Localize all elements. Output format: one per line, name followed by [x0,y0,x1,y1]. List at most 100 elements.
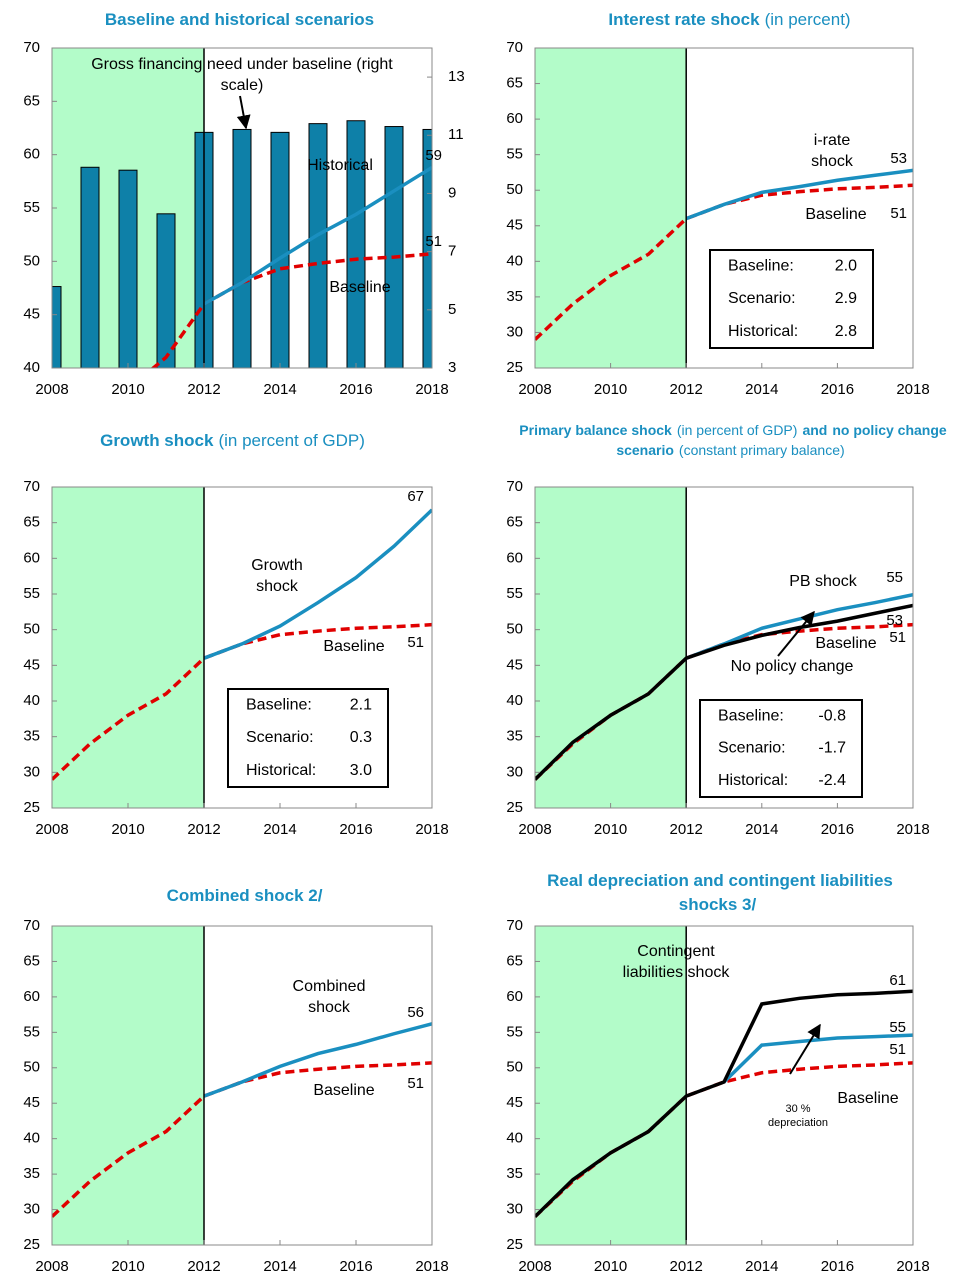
y-tick-label: 40 [23,692,40,709]
title-part: (in percent of GDP) [676,422,798,438]
y-tick-label: 45 [23,306,40,323]
series-line [52,622,432,781]
series-line [203,165,432,306]
y-tick-label: 35 [506,728,523,745]
end-value-label: 55 [889,1019,906,1036]
title-part: Combined shock 2/ [166,886,323,905]
y-tick-label: 50 [23,621,40,638]
x-tick-label: 2012 [670,821,703,838]
y-tick-label: 55 [506,146,523,163]
chart: 25 30 35 40 45 50 55 60 65 70 2008 2010 2012 2014 2016… [506,478,929,838]
x-tick-label: 2012 [670,381,703,398]
x-tick-label: 2016 [821,1258,854,1275]
series-label: Baseline [329,279,391,296]
y-tick-label: 50 [23,252,40,269]
y-tick-label: 30 [506,1201,523,1218]
title-part: no policy change scenario [616,422,947,458]
y-tick-label: 70 [506,478,523,495]
y-tick-label: 60 [23,146,40,163]
box-value: -0.8 [818,707,846,724]
y-tick-label: 40 [506,252,523,269]
x-tick-label: 2010 [594,821,627,838]
bar [118,169,138,368]
series-label: i-rate shock [811,132,853,170]
bar [270,131,290,368]
x-tick-label: 2018 [896,1258,929,1275]
box-label: Baseline: [246,697,312,714]
y-tick-label: 60 [506,110,523,127]
bar [52,286,62,368]
bar [156,213,176,368]
x-tick-label: 2010 [111,821,144,838]
y-tick-label: 35 [506,288,523,305]
x-tick-label: 2012 [187,381,220,398]
end-value-label: 53 [890,150,907,167]
chart-title: Baseline and historical scenarios [22,8,462,32]
y-tick-label: 55 [506,1023,523,1040]
y-tick-label: 30 [506,323,523,340]
box-label: Historical: [728,323,798,340]
y-tick-label: 45 [23,1094,40,1111]
y-tick-label: 55 [506,585,523,602]
stats-box [709,249,874,349]
series-label: Baseline [313,1082,375,1099]
plot-frame [534,486,914,809]
plot-marks [535,989,913,1218]
y-tick-label: 70 [23,917,40,934]
y-tick-label: 70 [506,917,523,934]
y-tick-label: 25 [23,799,40,816]
series-label: Baseline [805,206,867,223]
box-label: Baseline: [718,707,784,724]
y-tick-label: 70 [506,39,523,56]
x-tick-label: 2010 [111,1258,144,1275]
plot-frame [534,47,914,369]
title-part: (in percent of GDP) [218,431,365,450]
series-label: Gross financing need under baseline (rig… [91,56,393,94]
end-value-label: 61 [889,972,906,989]
box-value: -2.4 [818,772,846,789]
box-value: 3.0 [350,762,372,779]
stats-box [699,699,863,798]
plot-marks [535,168,913,341]
chart-title: Real depreciation and contingent liabili… [530,869,910,917]
x-tick-label: 2016 [339,1258,372,1275]
chart: 25 30 35 40 45 50 55 60 65 70 2008 2010 2012 2014 2016… [506,917,929,1275]
y-tick-label: 40 [23,1130,40,1147]
end-value-label: 51 [407,1075,424,1092]
bar [80,166,100,368]
title-part: Growth shock [100,431,214,450]
chart: 25 30 35 40 45 50 55 60 65 70 2008 2010 2012 2014 2016… [506,39,929,398]
x-tick-label: 2018 [415,1258,448,1275]
box-value: 2.1 [350,697,372,714]
y-tick-label: 40 [506,692,523,709]
y-tick-label: 40 [506,1130,523,1147]
title-part: (constant primary balance) [678,441,845,458]
series-label: Historical [307,157,373,174]
y-tick-label: 45 [506,217,523,234]
series-label: 30 % depreciation [768,1103,828,1130]
box-label: Scenario: [718,740,786,757]
end-value-label: 51 [889,629,906,646]
y2-tick-label: 5 [448,301,456,318]
x-tick-label: 2018 [415,381,448,398]
y-tick-label: 25 [23,1236,40,1253]
x-tick-label: 2012 [187,1258,220,1275]
x-tick-label: 2016 [821,381,854,398]
box-label: Scenario: [728,290,796,307]
x-tick-label: 2008 [518,1258,551,1275]
title-part: Real depreciation and contingent liabili… [547,871,893,914]
chart-title: Interest rate shock (in percent) [512,8,952,32]
y-tick-label: 65 [506,514,523,531]
x-tick-label: 2018 [896,821,929,838]
series-label: Growth shock [251,557,303,595]
y-tick-label: 50 [23,1059,40,1076]
title-part: Baseline and historical scenarios [104,10,375,29]
plot-marks [52,508,432,781]
y-tick-label: 45 [23,656,40,673]
y-tick-label: 30 [23,1201,40,1218]
y-tick-label: 25 [506,359,523,376]
y-tick-label: 70 [23,39,40,56]
series-label: Baseline [837,1090,899,1107]
end-value-label: 55 [886,569,903,586]
